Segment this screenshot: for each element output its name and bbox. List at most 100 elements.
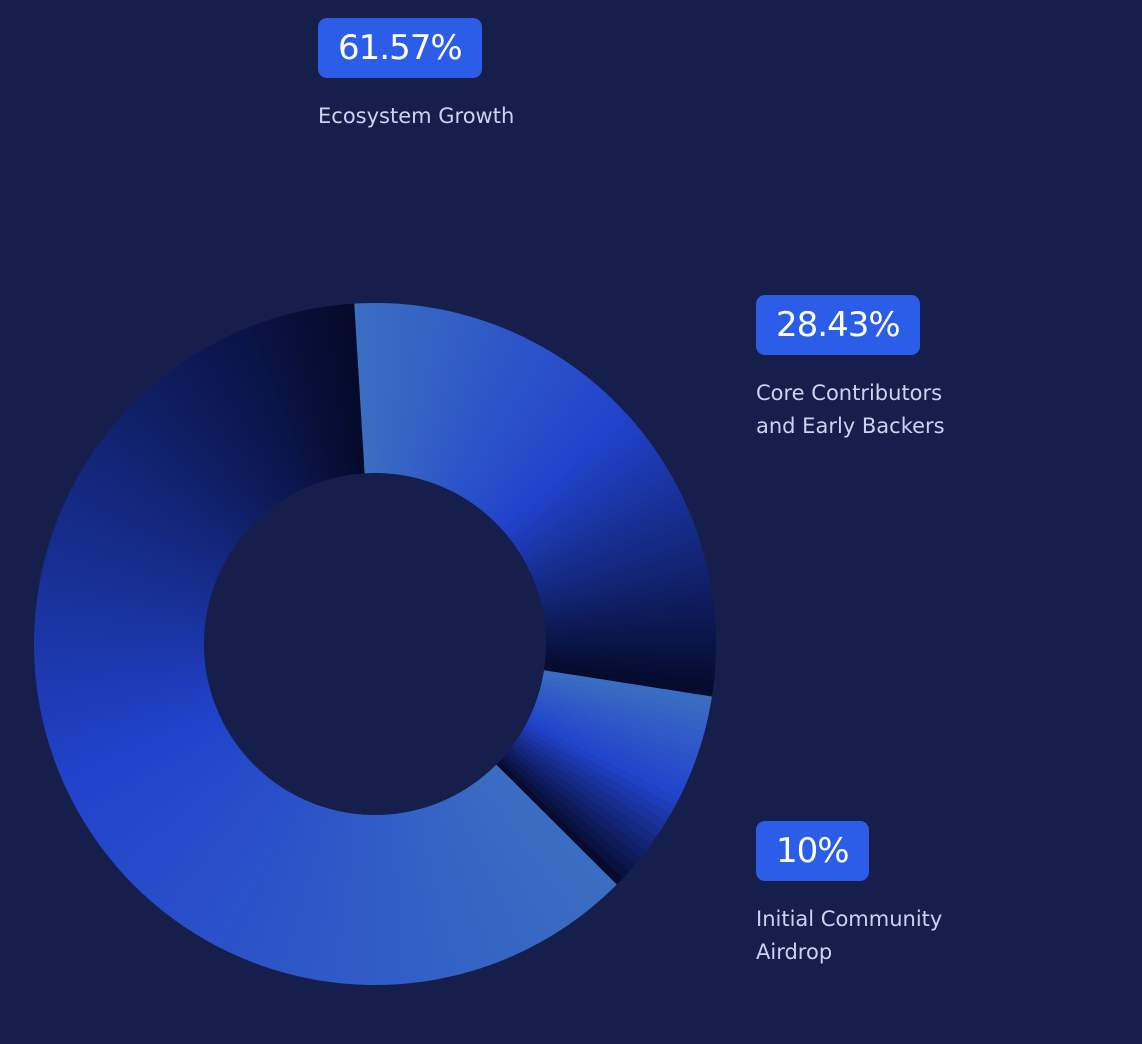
slice-segment <box>452 794 539 949</box>
slice-segment <box>483 380 601 516</box>
slice-segment <box>252 803 319 966</box>
slice-segment <box>431 803 499 966</box>
slice-segment <box>513 445 659 549</box>
slice-segment <box>34 653 205 673</box>
slice-segment <box>529 713 687 792</box>
slice-segment <box>167 779 276 921</box>
percent-badge: 10% <box>756 821 869 881</box>
legend-ecosystem-growth: 61.57% Ecosystem Growth <box>318 18 514 133</box>
slice-segment <box>521 467 673 561</box>
slice-segment <box>39 573 208 614</box>
slice-segment <box>544 599 715 628</box>
slice-segment <box>295 810 341 978</box>
slice-segment <box>345 303 365 474</box>
slice-segment <box>89 737 235 839</box>
slice-segment <box>283 312 335 480</box>
slice-segment <box>42 556 210 606</box>
slice-segment <box>542 674 711 716</box>
slice-segment <box>541 679 709 725</box>
slice-segment <box>310 307 348 477</box>
slice-segment <box>485 770 604 904</box>
slice-segment <box>531 709 691 784</box>
slice-segment <box>220 796 303 953</box>
slice-segment <box>427 804 490 969</box>
slice-segment <box>507 747 647 860</box>
slice-segment <box>417 313 470 480</box>
slice-segment <box>49 530 214 593</box>
slice-segment <box>102 429 242 541</box>
slice-segment <box>537 539 703 597</box>
slice-segment <box>63 713 222 793</box>
slice-segment <box>158 373 271 512</box>
slice-segment <box>144 385 264 518</box>
slice-segment <box>99 744 240 854</box>
slice-segment <box>362 303 375 474</box>
slice-segment <box>121 758 252 881</box>
slice-segment <box>277 807 332 974</box>
slice-segment <box>505 424 643 538</box>
slice-segment <box>518 732 667 831</box>
slice-segment <box>94 740 238 846</box>
slice-segment <box>266 317 326 482</box>
slice-segment <box>522 725 676 816</box>
slice-segment <box>187 353 286 502</box>
slice-segment <box>318 306 353 476</box>
slice-segment <box>448 796 531 953</box>
slice-segment <box>518 459 668 557</box>
slice-segment <box>127 761 255 887</box>
slice-segment <box>84 733 233 832</box>
slice-segment <box>250 322 318 485</box>
slice-segment <box>260 805 323 969</box>
slice-segment <box>140 768 262 899</box>
slice-segment <box>534 700 697 768</box>
slice-segment <box>476 370 587 510</box>
slice-segment <box>405 811 448 980</box>
slice-segment <box>538 687 705 742</box>
slice-segment <box>53 701 216 769</box>
slice-ecosystem-growth <box>33 303 617 985</box>
slice-segment <box>496 761 623 885</box>
slice-segment <box>56 705 218 777</box>
slice-segment <box>410 810 456 978</box>
slice-segment <box>115 755 249 874</box>
slice-segment <box>336 304 361 475</box>
slice-segment <box>33 635 205 647</box>
slice-segment <box>440 799 515 960</box>
slice-segment <box>59 505 219 580</box>
slice-segment <box>204 792 295 945</box>
slice-segment <box>435 801 507 963</box>
slice-segment <box>541 564 710 610</box>
slice-segment <box>412 311 461 479</box>
slice-segment <box>534 522 698 589</box>
slice-segment <box>434 324 503 486</box>
slice-segment <box>525 482 681 568</box>
slice-segment <box>536 696 700 759</box>
slice-segment <box>125 403 254 528</box>
slice-segment <box>45 688 212 743</box>
legend-core-contributors: 28.43% Core Contributors and Early Backer… <box>756 295 945 443</box>
slice-segment <box>504 751 641 867</box>
slice-segment <box>408 309 453 478</box>
slice-segment <box>423 806 482 972</box>
slice-segment <box>475 779 584 921</box>
slice-segment <box>510 744 652 853</box>
slice-segment <box>225 332 305 491</box>
slice-segment <box>119 409 251 531</box>
slice-segment <box>45 547 211 601</box>
slice-label: Initial Community Airdrop <box>756 907 943 964</box>
slice-segment <box>36 666 207 700</box>
slice-segment <box>303 811 345 980</box>
slice-segment <box>269 806 328 972</box>
slice-segment <box>478 776 591 916</box>
slice-segment <box>499 411 632 532</box>
slice-segment <box>490 392 614 522</box>
slice-segment <box>227 798 307 957</box>
slice-segment <box>62 497 221 576</box>
slice-segment <box>533 514 695 585</box>
slice-segment <box>292 310 339 479</box>
slice-segment <box>97 436 240 545</box>
slice-segment <box>460 789 555 940</box>
slice-segment <box>383 814 404 985</box>
slice-segment <box>543 665 714 697</box>
